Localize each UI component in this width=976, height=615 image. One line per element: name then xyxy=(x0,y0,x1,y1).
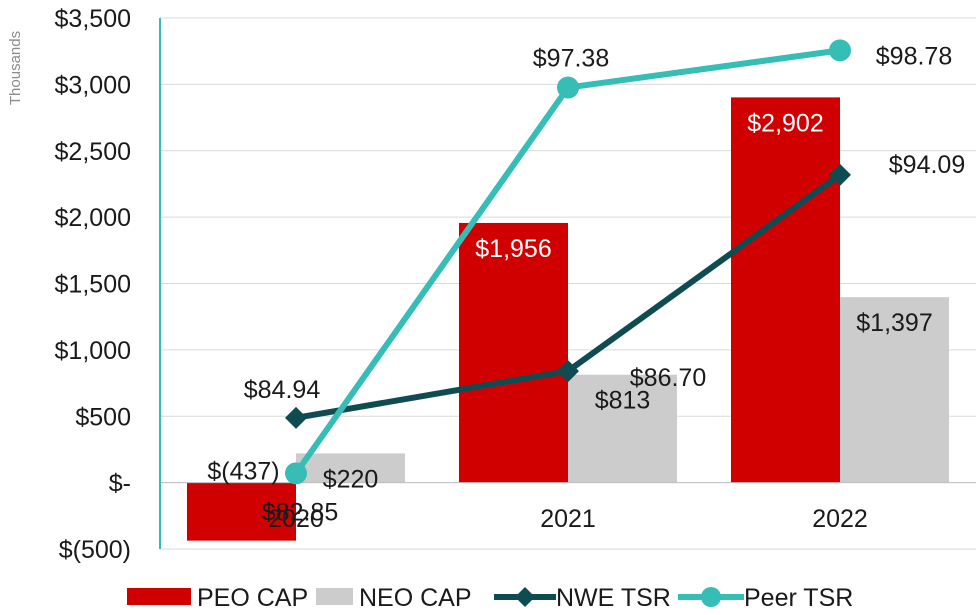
point-peer-tsr-2021 xyxy=(557,76,579,99)
y-tick-label: $3,000 xyxy=(55,71,131,99)
bar-peo-cap-2021 xyxy=(459,222,568,483)
y-tick-label: $1,500 xyxy=(55,271,131,299)
x-category-label: 2022 xyxy=(812,505,868,533)
line-data-label: $82.85 xyxy=(262,498,338,526)
bar-data-label: $220 xyxy=(323,465,379,493)
point-nwe-tsr-2021 xyxy=(557,360,579,383)
bar-neo-cap-2021 xyxy=(568,374,677,483)
x-category-label: 2020 xyxy=(268,505,324,533)
legend-label: NWE TSR xyxy=(556,584,671,612)
y-tick-label: $500 xyxy=(75,403,131,431)
bar-data-label: $(437) xyxy=(207,458,279,486)
legend-marker-nwe-tsr xyxy=(515,587,535,607)
bar-peo-cap-2022 xyxy=(731,97,840,483)
line-data-label: $98.78 xyxy=(876,42,952,70)
x-category-label: 2021 xyxy=(540,505,596,533)
y-tick-label: $- xyxy=(109,470,131,498)
line-data-label: $94.09 xyxy=(889,151,965,179)
legend-swatch-peo-cap xyxy=(127,588,191,605)
y-tick-label: $1,000 xyxy=(55,337,131,365)
legend-label: PEO CAP xyxy=(197,584,308,612)
line-data-label: $97.38 xyxy=(533,45,609,73)
bar-data-label: $1,397 xyxy=(856,309,932,337)
bar-data-label: $813 xyxy=(595,387,651,415)
point-peer-tsr-2022 xyxy=(829,39,851,62)
line-data-label: $84.94 xyxy=(244,376,321,404)
y-tick-label: $2,000 xyxy=(55,204,131,232)
point-nwe-tsr-2022 xyxy=(829,163,851,186)
legend-label: Peer TSR xyxy=(744,584,853,612)
bar-neo-cap-2020 xyxy=(296,453,405,483)
bar-neo-cap-2022 xyxy=(840,297,949,483)
bar-data-label: $1,956 xyxy=(475,235,551,263)
y-tick-label: $2,500 xyxy=(55,138,131,166)
point-peer-tsr-2020 xyxy=(285,462,307,485)
line-data-label: $86.70 xyxy=(630,364,706,392)
y-tick-label: $(500) xyxy=(59,536,131,564)
point-nwe-tsr-2020 xyxy=(285,406,307,429)
y-tick-label: $3,500 xyxy=(55,5,131,33)
y-axis-unit-label: Thousands xyxy=(7,31,24,105)
bar-data-label: $2,902 xyxy=(747,109,823,137)
bar-peo-cap-2020 xyxy=(187,482,296,541)
legend-marker-peer-tsr xyxy=(701,587,721,607)
legend-swatch-neo-cap xyxy=(316,588,353,605)
legend-label: NEO CAP xyxy=(359,584,472,612)
